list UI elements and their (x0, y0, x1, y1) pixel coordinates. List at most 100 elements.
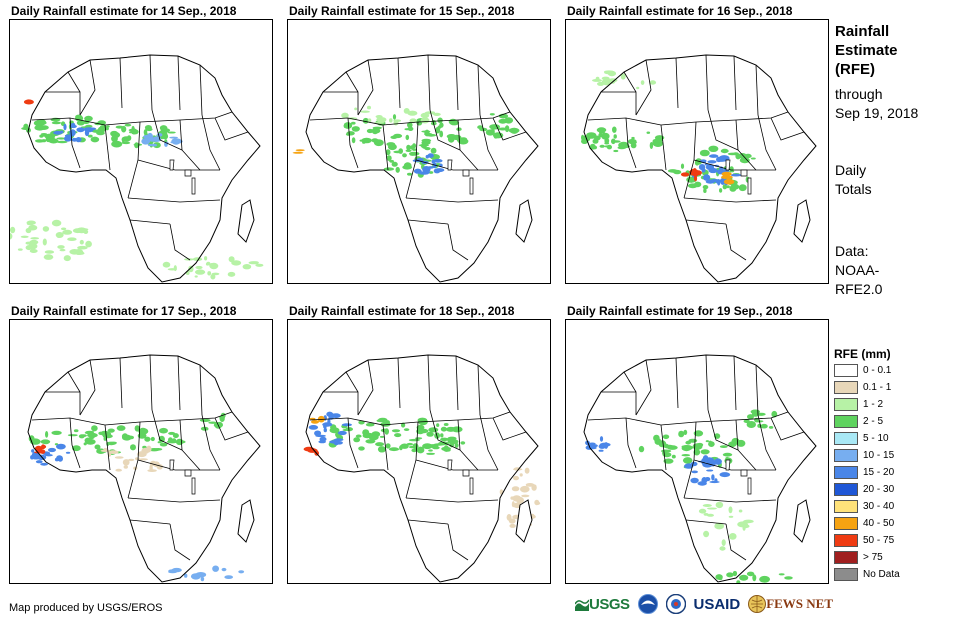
rain-cell (599, 442, 611, 447)
rain-cell (747, 414, 754, 420)
rain-cell (719, 546, 726, 551)
data-line: RFE2.0 (835, 281, 883, 297)
rain-cell (737, 521, 748, 528)
rain-cell (631, 136, 635, 140)
rain-cell (76, 228, 82, 232)
country-border (169, 523, 191, 561)
country-border (625, 117, 637, 169)
rain-cell (323, 424, 327, 429)
rain-cell (122, 459, 130, 466)
rain-cell (387, 143, 397, 151)
rain-cell (422, 166, 431, 173)
country-border (479, 414, 499, 471)
country-border (477, 364, 481, 416)
rain-cell (716, 156, 722, 163)
rain-cell (428, 427, 439, 433)
rain-cell (386, 155, 392, 161)
lake (725, 159, 731, 171)
rain-cell (366, 128, 374, 134)
rain-cell (385, 149, 391, 156)
rain-cell (360, 110, 370, 113)
country-border (79, 59, 96, 116)
rain-cell (379, 435, 385, 438)
africa-landmass (306, 355, 538, 582)
rain-cell (415, 437, 423, 440)
rain-cell (85, 127, 97, 131)
rain-cell (405, 149, 412, 152)
rain-cell (87, 432, 98, 438)
legend-title: RFE (mm) (834, 347, 891, 361)
coastline (583, 54, 817, 283)
legend-item: > 75 (834, 549, 962, 566)
rain-cell (690, 477, 699, 484)
rain-cell (739, 574, 749, 581)
map-credit: Map produced by USGS/EROS (9, 602, 163, 614)
rain-cell (720, 148, 729, 154)
rain-cell (323, 427, 327, 433)
rain-cell (115, 468, 122, 472)
rain-cell (703, 188, 707, 193)
rain-cell (513, 475, 519, 481)
rain-cell (424, 147, 431, 151)
legend-label: 20 - 30 (863, 484, 895, 495)
rain-cell (154, 448, 163, 451)
rain-cell (706, 469, 714, 472)
lake (191, 477, 196, 495)
rain-cell (452, 134, 462, 141)
rain-cell (216, 421, 223, 428)
rain-cell (200, 426, 209, 431)
rain-cell (420, 117, 430, 124)
rain-cell (94, 444, 101, 450)
country-border (201, 414, 221, 471)
rain-cell (63, 255, 71, 262)
rainfall-map (581, 54, 817, 283)
rain-cell (512, 495, 522, 502)
country-border (693, 459, 776, 471)
rain-cell (714, 478, 718, 483)
rain-cell (174, 440, 186, 444)
country-border (129, 219, 171, 225)
country-border (347, 117, 359, 169)
rain-cell (697, 481, 707, 486)
rain-cell (48, 447, 56, 453)
panel-title: Daily Rainfall estimate for 16 Sep., 201… (567, 4, 793, 18)
country-border (151, 409, 183, 451)
rain-cell (393, 133, 403, 139)
rain-cell (351, 121, 356, 125)
rain-cell (145, 127, 153, 132)
rain-cell (43, 254, 54, 260)
legend-item: 15 - 20 (834, 464, 962, 481)
rain-cell (108, 450, 119, 455)
rain-cell (592, 78, 602, 82)
country-border (725, 223, 747, 261)
rain-cell (708, 145, 719, 152)
country-border (67, 71, 81, 93)
data-source: Data: NOAA- RFE2.0 (835, 242, 882, 299)
rain-cell (711, 474, 715, 481)
rain-cell (309, 417, 316, 420)
rain-cell (23, 123, 29, 130)
rain-cell (620, 73, 626, 80)
rain-cell (606, 144, 612, 150)
legend-swatch (834, 449, 858, 462)
rain-cell (448, 439, 459, 445)
rain-cell (393, 150, 403, 154)
rain-cell (327, 418, 331, 425)
rain-cell (752, 574, 757, 582)
rain-cell (121, 433, 129, 440)
rain-cell (441, 446, 451, 451)
rain-cell (719, 472, 731, 478)
rain-cell (221, 567, 227, 572)
rain-cell (738, 184, 747, 192)
rain-cell (23, 99, 34, 105)
rain-cell (69, 129, 76, 137)
legend-swatch (834, 432, 858, 445)
rain-cell (367, 118, 372, 123)
rain-cell (722, 452, 733, 457)
map-panel-sep15: Daily Rainfall estimate for 15 Sep., 201… (287, 3, 551, 284)
noaa-logo (637, 594, 658, 614)
data-line: NOAA- (835, 262, 880, 278)
rain-cell (42, 238, 47, 246)
rain-cell (40, 462, 48, 466)
madagascar (237, 499, 255, 543)
